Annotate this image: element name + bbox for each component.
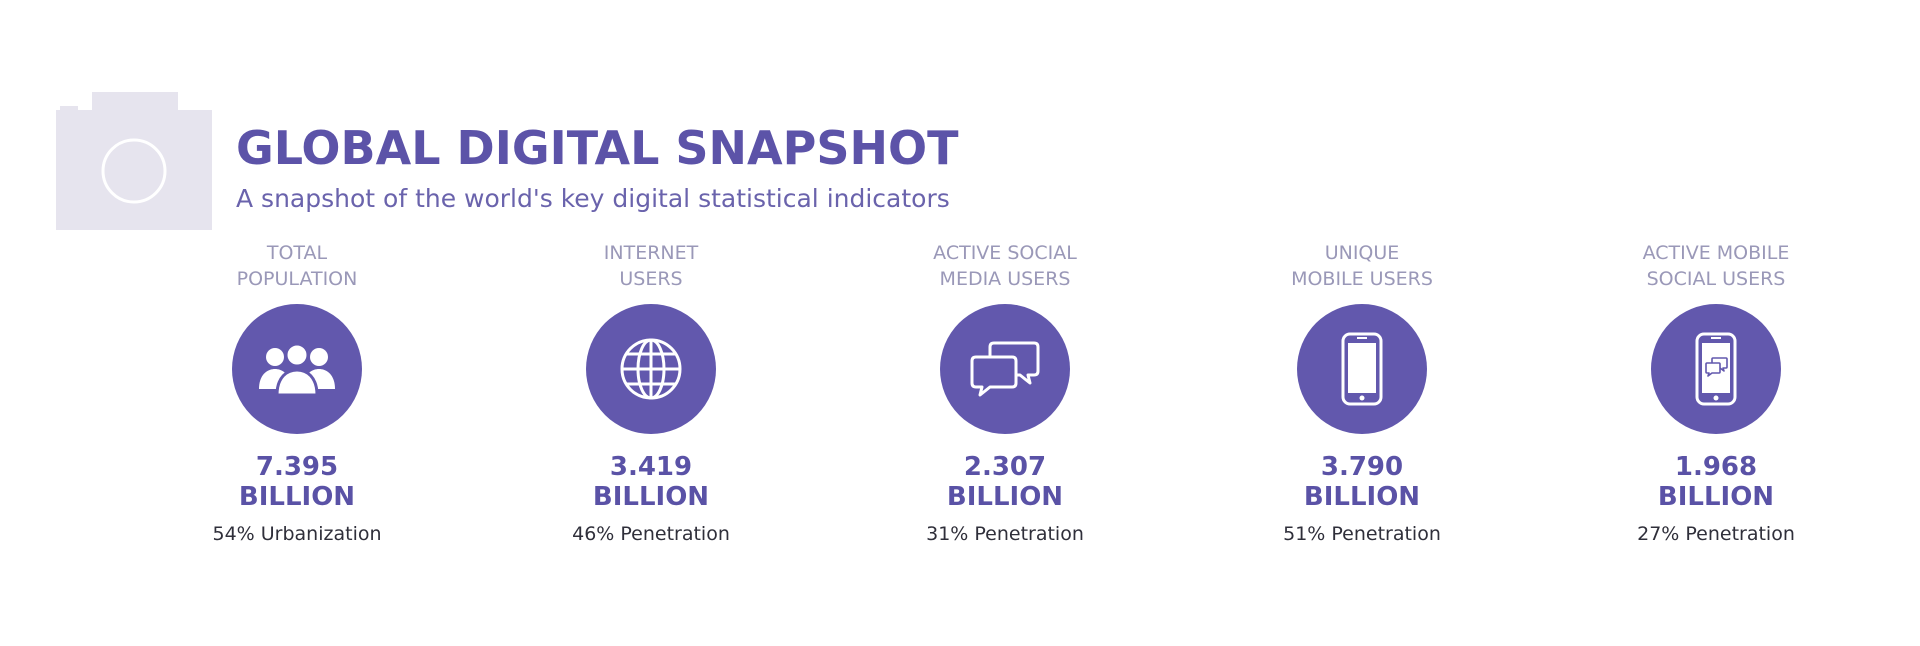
page-subtitle: A snapshot of the world's key digital st… (236, 184, 950, 213)
stat-value: 3.790 (1320, 452, 1404, 482)
camera-placeholder-icon (56, 92, 212, 230)
stat-unit: BILLION (238, 482, 356, 512)
stat-total-population: TOTAL POPULATION 7.395 BILLION 54% Urban… (147, 240, 447, 545)
chat-bubbles-icon (940, 304, 1070, 434)
stat-unique-mobile-users: UNIQUE MOBILE USERS 3.790 BILLION 51% Pe… (1212, 240, 1512, 545)
stat-value: 7.395 (255, 452, 339, 482)
stat-note: 31% Penetration (926, 523, 1084, 545)
stat-value: 3.419 (609, 452, 693, 482)
stat-label: ACTIVE MOBILE SOCIAL USERS (1642, 242, 1790, 290)
stat-label: UNIQUE MOBILE USERS (1291, 242, 1433, 290)
mobile-phone-icon (1297, 304, 1427, 434)
stat-label: ACTIVE SOCIAL MEDIA USERS (933, 242, 1077, 290)
people-icon (232, 304, 362, 434)
stat-value: 2.307 (963, 452, 1047, 482)
globe-icon (586, 304, 716, 434)
stat-note: 51% Penetration (1283, 523, 1441, 545)
stat-unit: BILLION (592, 482, 710, 512)
stat-note: 27% Penetration (1637, 523, 1795, 545)
stat-note: 46% Penetration (572, 523, 730, 545)
stat-unit: BILLION (1657, 482, 1775, 512)
stat-unit: BILLION (946, 482, 1064, 512)
stat-active-mobile-social-users: ACTIVE MOBILE SOCIAL USERS 1.968 BILLION… (1566, 240, 1866, 545)
stat-label: INTERNET USERS (603, 242, 699, 290)
stat-label: TOTAL POPULATION (236, 242, 358, 290)
stat-unit: BILLION (1303, 482, 1421, 512)
page-title: GLOBAL DIGITAL SNAPSHOT (236, 121, 959, 175)
mobile-chat-icon (1651, 304, 1781, 434)
stat-value: 1.968 (1674, 452, 1758, 482)
stat-internet-users: INTERNET USERS 3.419 BILLION 46% Penetra… (501, 240, 801, 545)
stat-note: 54% Urbanization (212, 523, 382, 545)
stat-active-social-media-users: ACTIVE SOCIAL MEDIA USERS 2.307 BILLION … (855, 240, 1155, 545)
